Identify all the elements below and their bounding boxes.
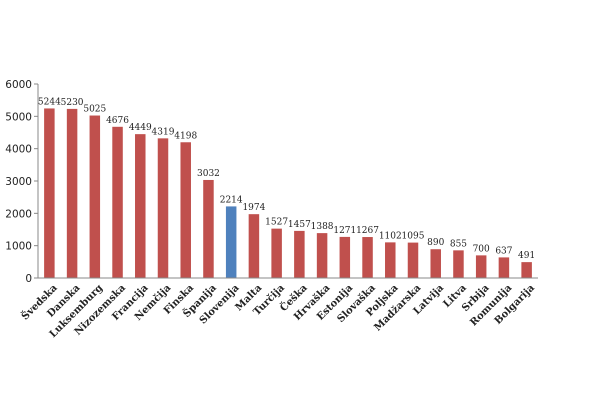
data-label: 1457 (288, 220, 311, 230)
bar (203, 179, 214, 278)
bar (271, 228, 282, 278)
data-label: 1527 (265, 218, 288, 228)
bar (44, 108, 55, 278)
y-tick-label: 5000 (5, 111, 32, 123)
data-label: 1974 (242, 203, 265, 213)
y-tick-label: 0 (25, 273, 32, 285)
data-label: 4449 (129, 123, 152, 133)
data-label: 3032 (197, 169, 220, 179)
bar (362, 237, 373, 278)
bar (180, 142, 191, 278)
bar (407, 242, 419, 278)
bar (157, 138, 169, 278)
data-label: 855 (450, 239, 467, 249)
bar (248, 214, 260, 278)
data-label: 4198 (174, 131, 197, 141)
bar (339, 236, 351, 278)
bar (294, 230, 305, 278)
y-tick-label: 1000 (5, 241, 32, 253)
data-label: 1267 (356, 226, 379, 236)
data-label: 4676 (106, 116, 129, 126)
bar (498, 257, 510, 278)
data-label: 890 (427, 238, 444, 248)
x-axis: ŠvedskaDanskaLuksemburgNizozemskaFrancij… (19, 277, 538, 340)
bar (89, 115, 101, 279)
bar (385, 242, 396, 278)
data-label: 1102 (379, 231, 402, 241)
data-label: 1271 (333, 226, 356, 236)
bar (430, 249, 441, 278)
bar (453, 250, 464, 278)
bars (44, 108, 532, 279)
bar (521, 262, 532, 278)
data-label: 491 (518, 251, 535, 261)
bar (225, 206, 237, 278)
data-label: 1095 (402, 232, 425, 242)
bar (66, 108, 78, 278)
y-tick-label: 4000 (5, 144, 32, 156)
y-axis: 0 1000 2000 3000 4000 5000 6000 (5, 79, 39, 285)
data-label: 1388 (311, 222, 334, 232)
y-tick-label: 2000 (5, 208, 32, 220)
data-label: 5230 (61, 98, 84, 108)
data-label: 637 (495, 246, 512, 256)
y-tick-label: 3000 (5, 176, 32, 188)
bar (475, 255, 487, 278)
bar (112, 126, 123, 279)
data-label: 4319 (152, 127, 175, 137)
bar (316, 233, 328, 278)
data-label: 5244 (38, 97, 61, 107)
data-label: 5025 (83, 105, 106, 115)
y-tick-label: 6000 (5, 79, 32, 91)
data-label: 2214 (220, 195, 243, 205)
data-label: 700 (473, 244, 490, 254)
bar (135, 134, 146, 278)
